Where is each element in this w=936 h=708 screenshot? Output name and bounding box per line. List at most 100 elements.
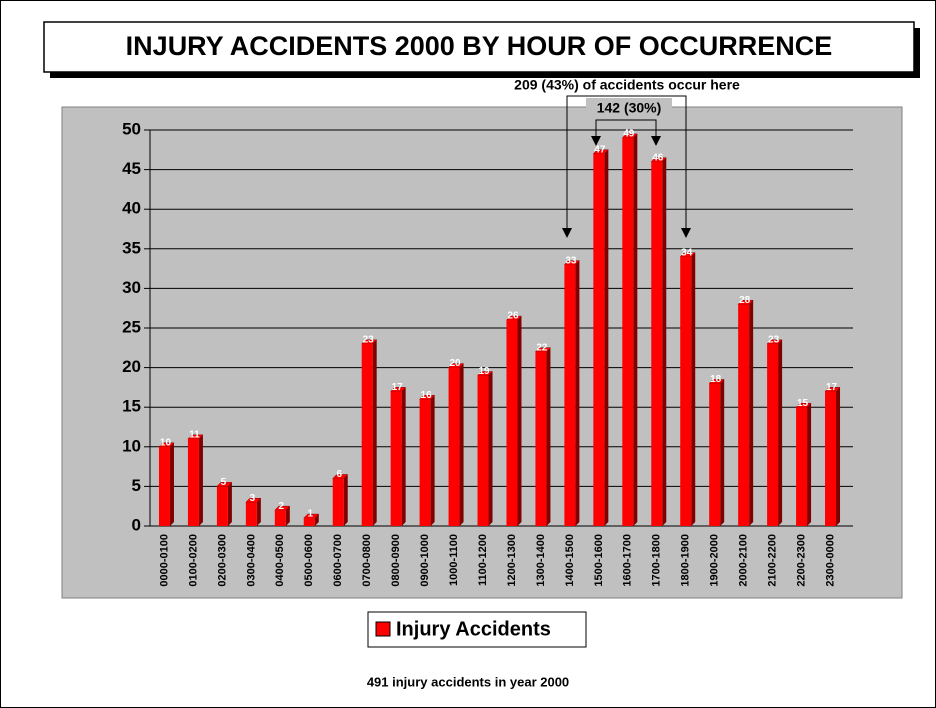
bar [274,505,291,526]
value-label: 23 [768,334,780,345]
bar [245,497,262,526]
bar-side [575,260,580,526]
bar-front [216,486,228,526]
y-tick-label: 10 [122,436,141,455]
bar-front [535,351,547,526]
bar [303,513,320,526]
bar-front [303,518,315,526]
bar-side [343,474,348,526]
bar-front [738,304,750,526]
value-label: 18 [710,374,722,385]
x-tick-label: 0900-1000 [419,534,431,587]
bar-side [546,347,551,526]
value-label: 19 [478,366,490,377]
value-label: 22 [536,342,548,353]
x-tick-label: 1700-1800 [651,534,663,587]
bar [390,387,407,526]
value-label: 28 [739,295,751,306]
bar-side [778,339,783,526]
bar-side [633,133,638,527]
bar-front [680,256,692,526]
bar-front [506,320,518,526]
value-label: 46 [652,152,664,163]
annotation-bg [586,98,672,118]
y-tick-label: 40 [122,199,141,218]
y-tick-label: 5 [132,476,141,495]
y-tick-label: 35 [122,238,141,257]
x-tick-label: 2300-0000 [824,534,836,587]
x-tick-label: 1800-1900 [680,534,692,587]
bar [534,347,552,526]
x-tick-label: 2100-2200 [767,534,779,587]
value-label: 17 [392,382,404,393]
bar [824,387,841,526]
bar-front [419,399,431,526]
bar-front [651,161,663,526]
value-label: 23 [363,334,375,345]
x-tick-label: 0500-0600 [303,534,315,587]
bar [679,252,696,526]
value-label: 5 [221,477,227,488]
bar-side [807,403,812,526]
value-label: 34 [681,247,693,258]
legend-swatch [375,621,391,637]
bar-front [332,478,344,526]
plot: 05101520253035404550100000-0100110100-02… [122,119,853,587]
x-tick-label: 1400-1500 [564,534,576,587]
bar-side [662,157,667,526]
value-label: 6 [336,469,342,480]
bar [505,315,523,526]
bar-front [593,153,605,526]
bar-side [169,442,174,526]
bar [650,157,667,526]
bar [592,149,609,526]
bar-side [314,514,319,526]
bar-front [187,438,199,526]
value-label: 49 [623,129,635,140]
bar-front [390,391,402,526]
footnote: 491 injury accidents in year 2000 [367,674,569,689]
annotation-brackets [566,95,687,232]
value-label: 33 [565,255,577,266]
bar [708,379,725,526]
value-label: 20 [450,358,462,369]
bar-front [564,264,576,526]
bar-front [709,383,721,526]
value-label: 17 [826,382,838,393]
title-box [43,21,915,73]
bar-front [448,367,460,526]
x-tick-label: 1000-1100 [448,534,460,586]
value-label: 16 [421,390,433,401]
x-tick-label: 0800-0900 [390,534,402,587]
bar-front [796,407,808,526]
chart-title: INJURY ACCIDENTS 2000 BY HOUR OF OCCURRE… [126,31,833,61]
annotation: 142 (30%) [597,100,662,116]
bar [216,482,233,526]
bar [795,402,812,526]
bar [332,474,349,526]
bar-side [720,379,725,526]
bar-front [825,391,837,526]
bar-side [488,371,493,526]
y-tick-label: 30 [122,278,141,297]
value-label: 3 [250,493,256,504]
bar-side [517,316,522,526]
x-tick-label: 2200-2300 [795,534,807,587]
x-tick-label: 1600-1700 [622,534,634,587]
bar [419,395,436,526]
x-tick-label: 0700-0800 [361,534,373,587]
bar-side [227,482,232,526]
x-tick-label: 0300-0400 [245,534,257,587]
x-tick-label: 0100-0200 [187,534,199,587]
bar-side [430,395,435,526]
bar [621,133,638,527]
bar [766,339,783,526]
value-label: 2 [279,501,285,512]
legend-box [367,611,587,648]
y-tick-label: 20 [122,357,141,376]
bar [476,371,494,526]
value-label: 11 [189,430,200,441]
value-label: 10 [160,437,172,448]
bar-side [198,434,203,526]
